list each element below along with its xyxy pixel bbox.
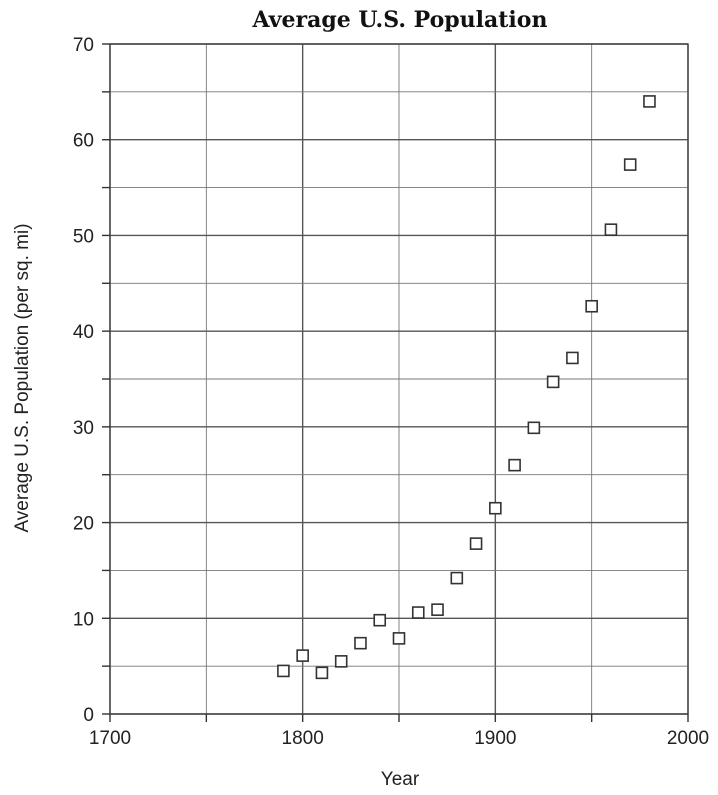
y-axis-label: Average U.S. Population (per sq. mi) (12, 223, 33, 532)
chart-title: Average U.S. Population (252, 7, 548, 33)
data-point (469, 537, 483, 550)
data-point (450, 571, 464, 585)
x-tick-label: 1900 (474, 728, 516, 749)
data-point (546, 375, 560, 389)
axis-ticks (102, 43, 689, 722)
y-tick-label: 20 (73, 514, 94, 535)
data-point (392, 632, 406, 645)
x-tick-label: 1800 (282, 728, 324, 749)
y-tick-label: 50 (73, 226, 94, 247)
y-tick-label: 0 (83, 705, 94, 726)
x-axis-label: Year (381, 769, 420, 790)
data-point (508, 458, 521, 472)
data-point (643, 95, 656, 108)
data-point (373, 613, 387, 627)
data-points (277, 95, 656, 680)
grid (109, 43, 689, 715)
data-point (431, 603, 444, 616)
data-point (354, 636, 367, 650)
x-tick-label: 2000 (667, 728, 709, 749)
y-tick-labels: 0 10 20 30 40 50 60 70 (73, 35, 94, 726)
data-point (315, 666, 329, 680)
data-point (411, 606, 425, 619)
y-tick-label: 70 (73, 35, 94, 56)
x-tick-labels: 1700 1800 1900 2000 (89, 728, 709, 749)
y-tick-label: 40 (73, 322, 94, 343)
data-point (527, 421, 541, 435)
data-point (604, 223, 618, 236)
data-point (277, 664, 290, 678)
data-point (585, 299, 598, 313)
data-point (566, 351, 579, 365)
data-point (334, 655, 348, 668)
y-tick-label: 60 (73, 131, 94, 152)
data-point (296, 649, 309, 662)
data-point (489, 501, 502, 515)
x-tick-label: 1700 (89, 728, 131, 749)
data-point (623, 158, 637, 171)
y-tick-label: 10 (73, 609, 94, 630)
y-tick-label: 30 (73, 418, 94, 439)
